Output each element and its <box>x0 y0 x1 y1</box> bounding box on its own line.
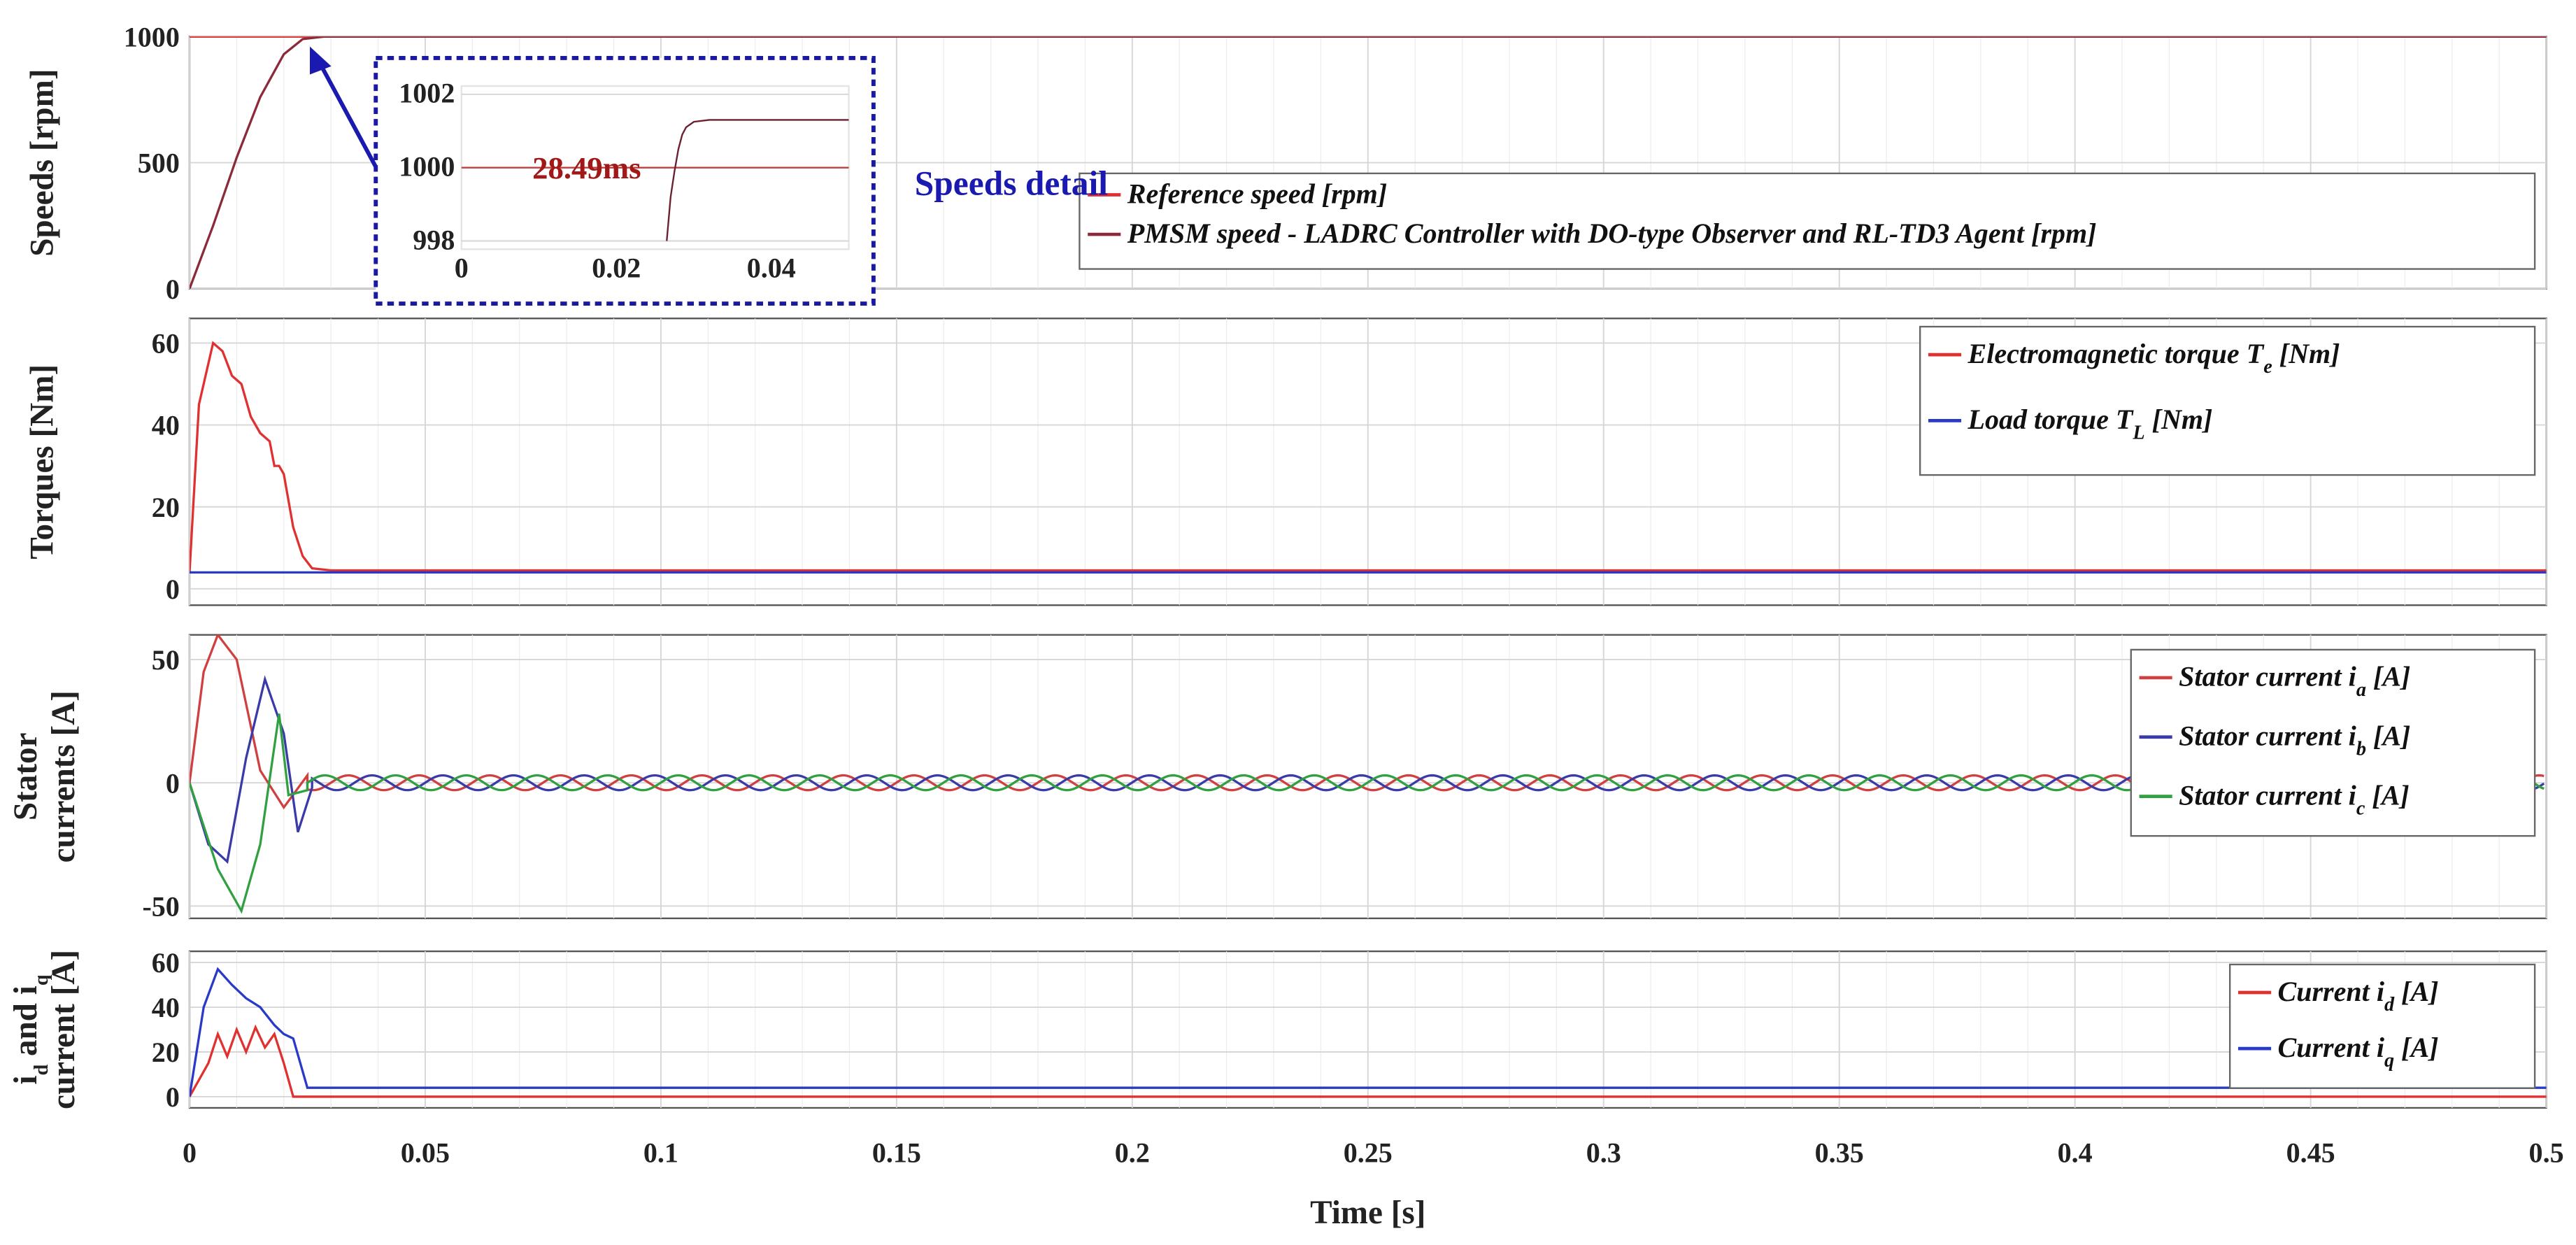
legend-entry: PMSM speed - LADRC Controller with DO-ty… <box>1127 218 2097 249</box>
legend-name: Load torque T <box>1967 404 2134 435</box>
y-tick-label: 0 <box>166 1081 180 1113</box>
legend-entry: Stator current ia [A] <box>2179 661 2410 701</box>
series-line-torques-0 <box>189 341 2547 573</box>
y-tick-label: 500 <box>138 148 180 179</box>
x-tick-label: 0.35 <box>1815 1137 1864 1169</box>
legend-unit: [Nm] <box>2145 404 2213 435</box>
legend-entry: Load torque TL [Nm] <box>1967 404 2213 443</box>
y-axis-label-part: i <box>8 986 44 995</box>
inset-y-tick-label: 1000 <box>399 150 455 182</box>
legend-unit: [A] <box>2366 720 2410 752</box>
legend-unit: [A] <box>2394 976 2438 1007</box>
inset-x-tick-label: 0.02 <box>592 252 641 283</box>
legend-speeds: Reference speed [rpm] PMSM speed - LADRC … <box>1079 172 2536 270</box>
y-axis-label: id and iq <box>8 974 52 1084</box>
inset-y-tick-label: 998 <box>413 224 455 255</box>
legend-name: Current i <box>2277 1032 2384 1063</box>
y-axis-label-part: q <box>30 974 52 986</box>
panel-torques: 0 20 40 60 Torques [Nm] Electromagnetic torqu… <box>24 318 2547 606</box>
legend-unit: [A] <box>2365 779 2409 811</box>
inset-title: Speeds detail <box>915 164 1108 203</box>
legend-name: Stator current i <box>2179 720 2356 752</box>
arrow-line <box>318 62 378 168</box>
y-axis-label-part: d <box>30 1065 52 1076</box>
y-axis-label: Torques [Nm] <box>24 364 60 560</box>
legend-subscript: c <box>2356 798 2365 820</box>
panel-idq: 0 0.05 0.1 0.15 0.2 0.25 0.3 0.35 0.4 0.45 0.5 0 20 4… <box>8 947 2564 1168</box>
legend-entry: Stator current ic [A] <box>2179 779 2410 819</box>
inset-y-tick-label: 1002 <box>399 78 455 109</box>
series-line-speeds-1 <box>189 36 2547 289</box>
y-tick-label: 0 <box>166 767 180 799</box>
y-axis-label-part: and <box>8 995 44 1065</box>
inset-x-tick-label: 0 <box>455 252 469 283</box>
inset-x-tick-label: 0.04 <box>747 252 796 283</box>
legend-entry: Current id [A] <box>2277 976 2438 1016</box>
settling-time-annotation: 28.49ms <box>532 150 641 185</box>
legend-idq: Current id [A]Current iq [A] <box>2228 963 2536 1089</box>
legend-name: Stator current i <box>2179 779 2356 811</box>
y-tick-label: 50 <box>152 644 180 676</box>
series-line-idq-0 <box>189 1024 2547 1098</box>
legend-box <box>2130 648 2536 837</box>
y-axis-label-line2: currents [A] <box>45 690 82 862</box>
legend-box <box>1079 172 2536 270</box>
y-tick-label: -50 <box>142 890 179 922</box>
legend-subscript: e <box>2263 356 2272 378</box>
legend-name: Stator current i <box>2179 661 2356 692</box>
y-tick-label: 1000 <box>124 21 180 52</box>
legend-entry: Reference speed [rpm] <box>1127 178 1387 209</box>
y-axis-label-line2: current [A] <box>45 950 82 1109</box>
legend-entry: Electromagnetic torque Te [Nm] <box>1967 338 2340 378</box>
series-line-idq-1 <box>189 967 2547 1097</box>
x-tick-label: 0.1 <box>643 1137 678 1169</box>
legend-subscript: q <box>2384 1050 2394 1072</box>
x-tick-label: 0.5 <box>2529 1137 2564 1169</box>
x-tick-label: 0.4 <box>2058 1137 2093 1169</box>
legend-entry: Current iq [A] <box>2277 1032 2438 1072</box>
legend-box <box>2228 963 2536 1089</box>
legend-unit: [A] <box>2366 661 2410 692</box>
arrow-head-icon <box>309 46 332 75</box>
y-tick-label: 20 <box>152 1037 180 1068</box>
legend-unit: [A] <box>2394 1032 2438 1063</box>
y-tick-label: 40 <box>152 410 180 441</box>
y-tick-label: 0 <box>166 273 180 305</box>
x-axis-label: Time [s] <box>1310 1195 1425 1231</box>
y-tick-label: 20 <box>152 492 180 523</box>
legend-box <box>1919 325 2536 476</box>
legend-subscript: d <box>2384 994 2395 1016</box>
x-tick-label: 0 <box>183 1137 197 1169</box>
legend-name: Electromagnetic torque T <box>1967 338 2265 369</box>
x-tick-label: 0.15 <box>872 1137 921 1169</box>
y-tick-label: 0 <box>166 574 180 605</box>
y-tick-label: 60 <box>152 947 180 979</box>
legend-subscript: L <box>2132 422 2144 443</box>
x-tick-label: 0.2 <box>1115 1137 1150 1169</box>
legend-unit: [Nm] <box>2272 338 2340 369</box>
x-tick-label: 0.45 <box>2286 1137 2335 1169</box>
y-axis-label: Speeds [rpm] <box>24 69 60 256</box>
legend-torques: Electromagnetic torque Te [Nm]Load torqu… <box>1919 325 2536 476</box>
panel-stator: -50 0 50 Stator currents [A] Stator current i… <box>8 634 2547 922</box>
x-tick-label: 0.05 <box>401 1137 450 1169</box>
legend-stator: Stator current ia [A]Stator current ib [… <box>2130 648 2536 837</box>
inset-speeds-detail: 998 1000 1002 0 0.02 0.04 28.49ms Speeds detail <box>309 46 1108 306</box>
legend-entry: Stator current ib [A] <box>2179 720 2410 760</box>
legend-name: Current i <box>2277 976 2384 1007</box>
x-tick-label: 0.3 <box>1586 1137 1621 1169</box>
legend-subscript: b <box>2356 739 2366 760</box>
y-axis-label-part: i <box>8 1076 44 1085</box>
inset-series-line-1 <box>666 119 849 241</box>
panel-speeds: 0 500 1000 Speeds [rpm] Reference speed [rpm… <box>24 21 2547 306</box>
y-tick-label: 60 <box>152 328 180 360</box>
y-axis-label: Stator <box>8 733 44 821</box>
legend-subscript: a <box>2356 679 2366 701</box>
x-tick-label: 0.25 <box>1344 1137 1393 1169</box>
y-tick-label: 40 <box>152 992 180 1023</box>
